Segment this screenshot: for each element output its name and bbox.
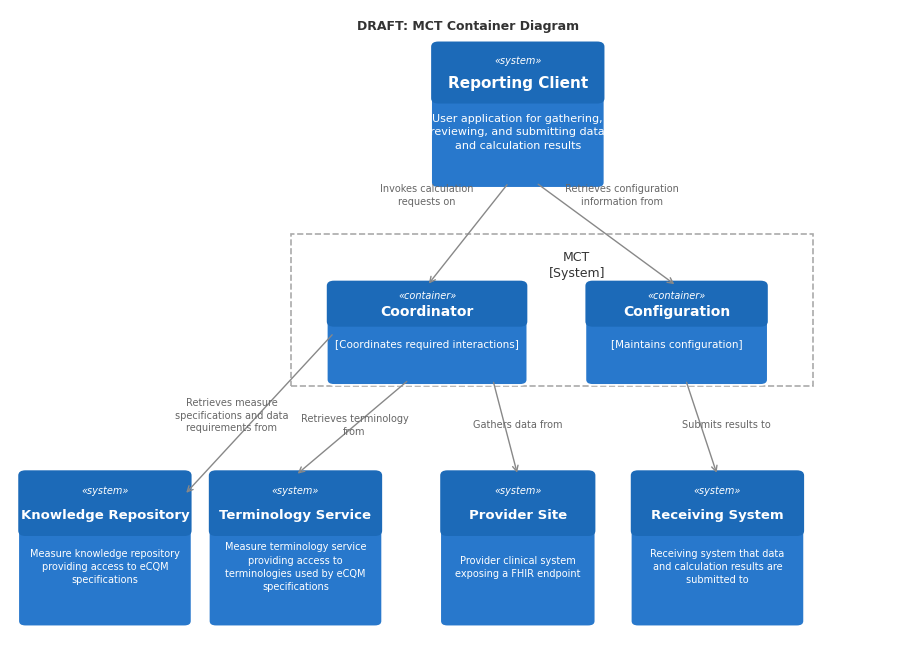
Text: «container»: «container» [398, 291, 456, 301]
Text: User application for gathering,
reviewing, and submitting data
and calculation r: User application for gathering, reviewin… [430, 114, 605, 151]
Text: «container»: «container» [647, 291, 706, 301]
Text: Coordinator: Coordinator [380, 304, 473, 318]
Text: «system»: «system» [494, 486, 542, 496]
Text: Terminology Service: Terminology Service [220, 509, 371, 522]
Text: Submits results to: Submits results to [682, 421, 771, 430]
Text: Retrieves configuration
information from: Retrieves configuration information from [565, 184, 679, 207]
FancyBboxPatch shape [216, 506, 375, 531]
FancyBboxPatch shape [585, 281, 768, 385]
FancyBboxPatch shape [638, 506, 797, 531]
FancyBboxPatch shape [18, 471, 192, 627]
FancyBboxPatch shape [630, 471, 804, 536]
FancyBboxPatch shape [630, 471, 804, 627]
Text: Receiving System: Receiving System [651, 509, 784, 522]
Text: [Maintains configuration]: [Maintains configuration] [611, 340, 742, 350]
Bar [291, 235, 813, 387]
Text: Reporting Client: Reporting Client [448, 77, 588, 92]
Text: Provider Site: Provider Site [469, 509, 567, 522]
Text: Measure knowledge repository
providing access to eCQM
specifications: Measure knowledge repository providing a… [30, 549, 180, 586]
FancyBboxPatch shape [327, 281, 527, 327]
FancyBboxPatch shape [18, 471, 192, 536]
Text: «system»: «system» [81, 486, 128, 496]
FancyBboxPatch shape [209, 471, 382, 536]
Text: Receiving system that data
and calculation results are
submitted to: Receiving system that data and calculati… [651, 549, 785, 586]
Text: MCT
[System]: MCT [System] [548, 250, 605, 280]
Text: Provider clinical system
exposing a FHIR endpoint: Provider clinical system exposing a FHIR… [455, 556, 581, 578]
Text: Configuration: Configuration [623, 304, 730, 318]
FancyBboxPatch shape [593, 306, 761, 322]
FancyBboxPatch shape [26, 506, 185, 531]
FancyBboxPatch shape [448, 506, 588, 531]
FancyBboxPatch shape [327, 281, 527, 385]
FancyBboxPatch shape [431, 42, 605, 188]
Text: «system»: «system» [694, 486, 741, 496]
Text: «system»: «system» [271, 486, 319, 496]
FancyBboxPatch shape [440, 471, 595, 627]
Text: Retrieves measure
specifications and data
requirements from: Retrieves measure specifications and dat… [175, 398, 289, 434]
Text: Gathers data from: Gathers data from [473, 421, 562, 430]
FancyBboxPatch shape [334, 306, 520, 322]
Text: Measure terminology service
providing access to
terminologies used by eCQM
speci: Measure terminology service providing ac… [224, 542, 366, 592]
FancyBboxPatch shape [585, 281, 768, 327]
Text: Invokes calculation
requests on: Invokes calculation requests on [380, 184, 473, 207]
Text: DRAFT: MCT Container Diagram: DRAFT: MCT Container Diagram [357, 20, 579, 32]
Text: [Coordinates required interactions]: [Coordinates required interactions] [335, 340, 519, 350]
Text: «system»: «system» [494, 56, 542, 66]
FancyBboxPatch shape [209, 471, 382, 627]
Text: Knowledge Repository: Knowledge Repository [20, 509, 189, 522]
FancyBboxPatch shape [431, 42, 605, 103]
Text: Retrieves terminology
from: Retrieves terminology from [301, 414, 408, 437]
FancyBboxPatch shape [438, 75, 597, 98]
FancyBboxPatch shape [440, 471, 595, 536]
